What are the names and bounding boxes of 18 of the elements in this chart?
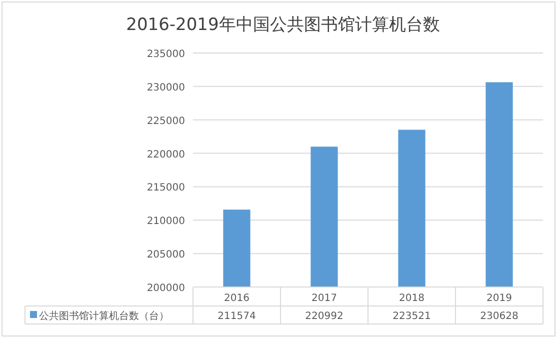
y-tick-label: 220000 (146, 149, 185, 160)
chart-title: 2016-2019年中国公共图书馆计算机台数 (126, 15, 440, 35)
x-tick-label: 2017 (312, 293, 337, 304)
legend-label: 公共图书馆计算机台数（台） (39, 310, 169, 322)
x-tick-label: 2016 (224, 293, 250, 304)
y-tick-label: 235000 (146, 49, 185, 60)
data-label: 211574 (218, 311, 256, 322)
x-tick-label: 2019 (486, 293, 512, 304)
y-tick-label: 200000 (146, 283, 185, 294)
y-tick-label: 205000 (146, 250, 185, 261)
y-tick-label: 230000 (146, 82, 185, 94)
x-tick-label: 2018 (399, 293, 424, 304)
y-tick-label: 225000 (146, 116, 185, 127)
data-label: 220992 (305, 311, 344, 322)
data-label: 223521 (392, 311, 431, 322)
y-tick-label: 210000 (146, 216, 185, 228)
data-label: 230628 (480, 311, 518, 322)
y-tick-label: 215000 (146, 182, 185, 194)
